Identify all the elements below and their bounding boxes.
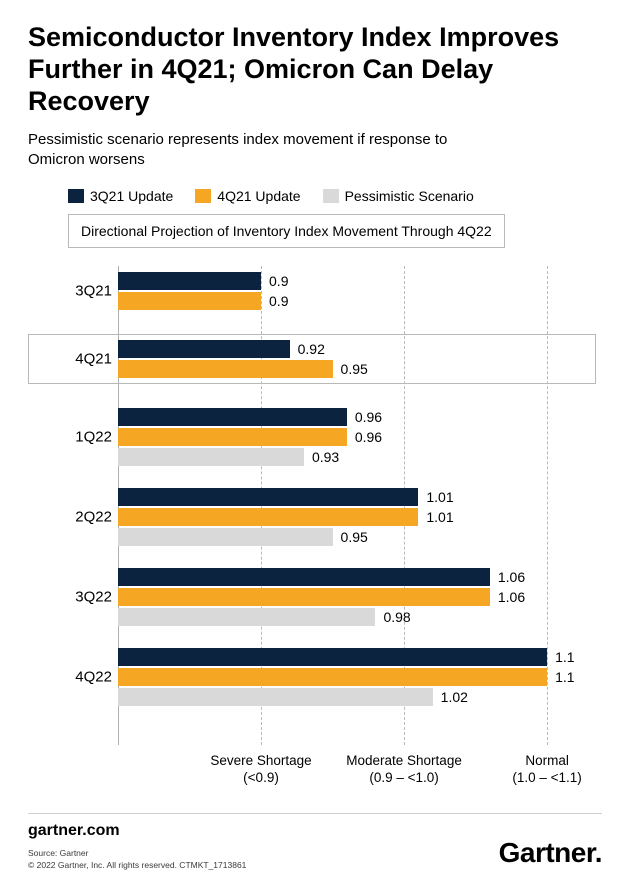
bar-q4: 0.95 — [118, 360, 333, 378]
bar-value-label: 1.1 — [547, 649, 574, 665]
bar-q3: 1.1 — [118, 648, 547, 666]
bar-q4: 1.06 — [118, 588, 490, 606]
bar-value-label: 0.98 — [375, 609, 410, 625]
bar-q4: 0.96 — [118, 428, 347, 446]
bar-value-label: 0.93 — [304, 449, 339, 465]
bar-q4: 0.9 — [118, 292, 261, 310]
legend-swatch — [195, 189, 211, 203]
category-label: 4Q22 — [75, 669, 112, 686]
bar-value-label: 1.02 — [433, 689, 468, 705]
chart-area: 3Q21 4Q21 1Q22 2Q22 3Q22 4Q22 Severe Shortage… — [28, 258, 602, 793]
x-tick-label: Moderate Shortage(0.9 – <1.0) — [346, 753, 462, 787]
bar-q3: 1.01 — [118, 488, 418, 506]
bar-value-label: 1.01 — [418, 509, 453, 525]
bar-value-label: 0.95 — [333, 529, 368, 545]
legend-label: 4Q21 Update — [217, 188, 300, 204]
bar-q4: 1.01 — [118, 508, 418, 526]
bar-value-label: 0.92 — [290, 341, 325, 357]
legend: 3Q21 Update 4Q21 Update Pessimistic Scen… — [68, 188, 602, 204]
legend-swatch — [323, 189, 339, 203]
category-label: 4Q21 — [75, 351, 112, 368]
legend-swatch — [68, 189, 84, 203]
footer: gartner.com Source: Gartner © 2022 Gartn… — [28, 813, 602, 871]
bar-q3: 0.96 — [118, 408, 347, 426]
bar-value-label: 0.95 — [333, 361, 368, 377]
category-label: 3Q22 — [75, 589, 112, 606]
x-tick-label: Severe Shortage(<0.9) — [210, 753, 311, 787]
legend-label: Pessimistic Scenario — [345, 188, 474, 204]
bar-pess: 0.98 — [118, 608, 375, 626]
bar-value-label: 1.06 — [490, 569, 525, 585]
bar-value-label: 1.01 — [418, 489, 453, 505]
bar-pess: 1.02 — [118, 688, 433, 706]
bar-q3: 0.9 — [118, 272, 261, 290]
bar-value-label: 1.1 — [547, 669, 574, 685]
legend-item: 3Q21 Update — [68, 188, 173, 204]
bar-q4: 1.1 — [118, 668, 547, 686]
bar-pess: 0.95 — [118, 528, 333, 546]
bar-value-label: 0.96 — [347, 429, 382, 445]
legend-item: Pessimistic Scenario — [323, 188, 474, 204]
bar-q3: 0.92 — [118, 340, 290, 358]
legend-label: 3Q21 Update — [90, 188, 173, 204]
category-label: 1Q22 — [75, 429, 112, 446]
x-tick-label: Normal(1.0 – <1.1) — [512, 753, 581, 787]
bar-q3: 1.06 — [118, 568, 490, 586]
category-label: 3Q21 — [75, 283, 112, 300]
projection-caption: Directional Projection of Inventory Inde… — [68, 214, 505, 248]
bar-value-label: 0.9 — [261, 273, 288, 289]
bar-value-label: 1.06 — [490, 589, 525, 605]
category-label: 2Q22 — [75, 509, 112, 526]
chart-title: Semiconductor Inventory Index Improves F… — [28, 22, 602, 118]
legend-item: 4Q21 Update — [195, 188, 300, 204]
footer-rule — [28, 813, 602, 814]
chart-subtitle: Pessimistic scenario represents index mo… — [28, 130, 508, 171]
bar-value-label: 0.96 — [347, 409, 382, 425]
bar-value-label: 0.9 — [261, 293, 288, 309]
bar-pess: 0.93 — [118, 448, 304, 466]
brand-logo: Gartner. — [499, 837, 602, 869]
